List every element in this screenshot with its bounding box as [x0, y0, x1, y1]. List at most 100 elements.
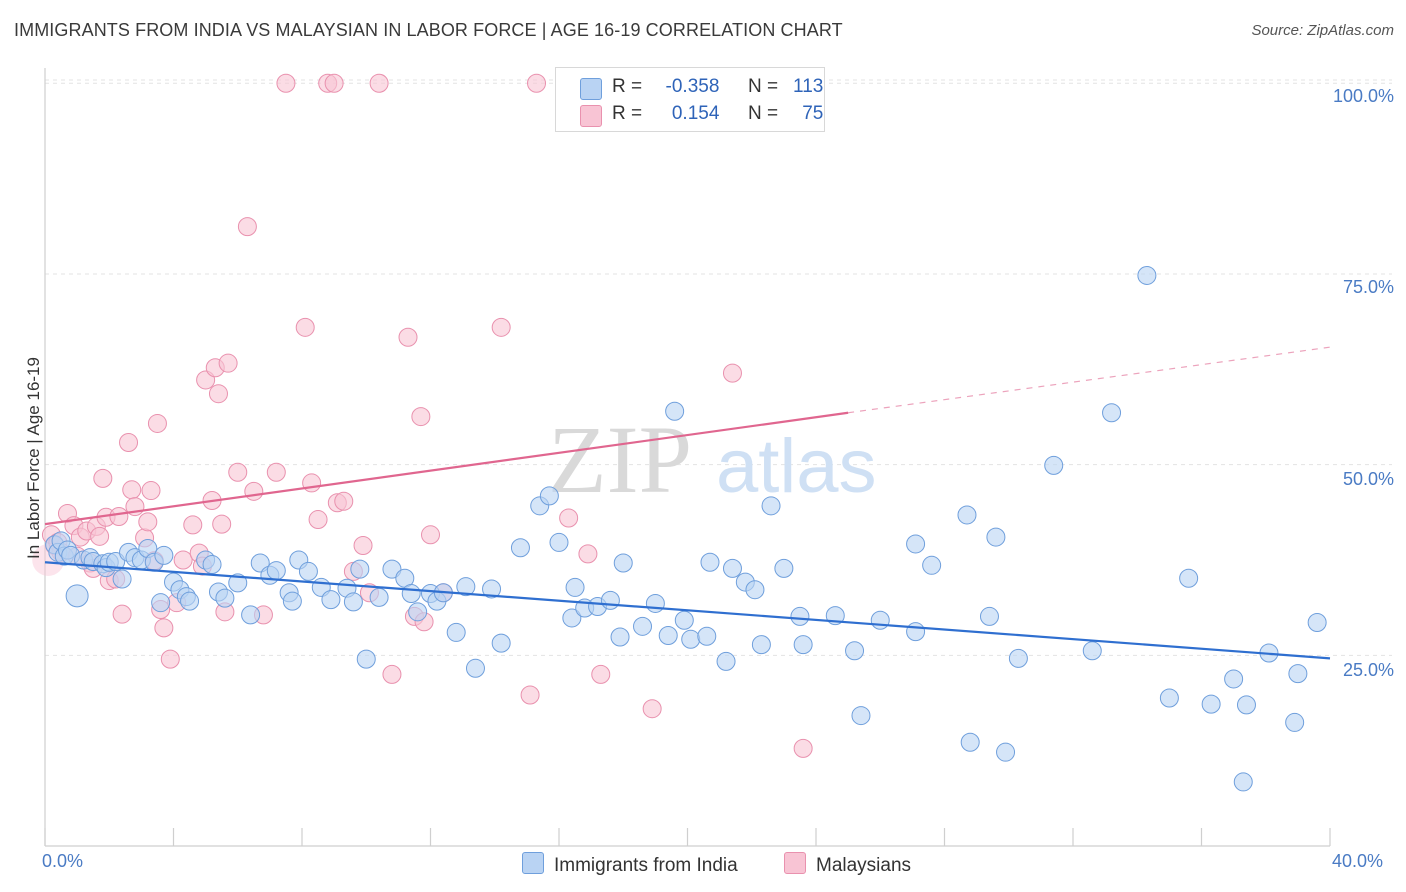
india-point	[761, 496, 781, 516]
malaysians-point	[382, 664, 402, 684]
india-point	[356, 649, 376, 669]
india-point	[282, 591, 302, 611]
india-point	[1044, 455, 1064, 475]
watermark-atlas: atlas	[716, 424, 877, 509]
india-point	[774, 558, 794, 578]
india-point	[922, 555, 942, 575]
malaysians-point	[491, 317, 511, 337]
malaysians-point	[218, 353, 238, 373]
y-tick-100: 100.0%	[1332, 86, 1394, 106]
india-point	[562, 608, 582, 628]
n-label: N =	[747, 103, 779, 124]
india-point	[539, 486, 559, 506]
india-point	[1179, 568, 1199, 588]
watermark: ZIP atlas	[548, 406, 877, 513]
malaysians-point	[308, 510, 328, 530]
malaysians-trend-extension	[848, 346, 1331, 414]
legend-item-india[interactable]: Immigrants from India	[522, 852, 738, 877]
india-point	[1159, 688, 1179, 708]
malaysians-point	[421, 525, 440, 545]
malaysians-point	[559, 508, 579, 528]
malaysians-point	[266, 462, 286, 482]
india-point	[600, 590, 620, 610]
malaysians-point	[578, 544, 598, 564]
india-point	[228, 573, 248, 593]
india-point	[491, 633, 511, 653]
y-axis-label: In Labor Force | Age 16-19	[24, 357, 43, 559]
india-point	[996, 742, 1016, 762]
malaysians-point	[119, 433, 139, 453]
malaysians-point	[147, 413, 167, 433]
india-point	[1236, 695, 1256, 715]
malaysians-point	[138, 512, 158, 532]
malaysian-n-value: 75	[802, 103, 824, 124]
india-points	[45, 265, 1327, 792]
malaysians-point	[183, 515, 203, 535]
india-point	[65, 584, 89, 608]
india-point	[465, 658, 485, 678]
watermark-zip: ZIP	[548, 406, 692, 513]
india-point	[456, 577, 476, 597]
india-point	[180, 591, 200, 611]
stats-legend: R = -0.358 N = 113 R = 0.154 N = 75	[555, 67, 825, 132]
india-point	[793, 635, 813, 655]
india-point	[1137, 265, 1157, 285]
india-point	[154, 545, 174, 565]
malaysians-point	[353, 535, 373, 555]
malaysians-point	[109, 506, 129, 526]
india-point	[633, 616, 653, 636]
india-point	[957, 505, 977, 525]
malaysians-point	[302, 473, 322, 493]
india-point	[241, 605, 261, 625]
india-point	[658, 625, 678, 645]
malaysians-point	[295, 317, 315, 337]
malaysians-legend-label: Malaysians	[816, 855, 912, 876]
india-point	[565, 577, 585, 597]
malaysians-point	[244, 481, 264, 501]
malaysians-point	[591, 664, 611, 684]
india-point	[745, 580, 765, 600]
india-point	[382, 559, 402, 579]
india-point	[1201, 694, 1221, 714]
india-point	[112, 569, 132, 589]
malaysians-point	[160, 649, 180, 669]
x-tick-max: 40.0%	[1332, 851, 1384, 871]
malaysians-point	[208, 384, 228, 404]
malaysians-point	[93, 468, 113, 488]
india-point	[1082, 641, 1102, 661]
malaysians-point	[324, 73, 344, 93]
india-point	[321, 590, 341, 610]
r-label: R =	[612, 76, 643, 97]
malaysians-point	[793, 738, 813, 758]
malaysians-point	[228, 462, 248, 482]
series-legend: Immigrants from India Malaysians	[0, 852, 1406, 878]
y-tick-25: 25.0%	[1342, 660, 1394, 680]
india-point	[202, 555, 222, 575]
malaysians-point	[154, 618, 174, 638]
india-point	[986, 527, 1006, 547]
india-point	[960, 732, 980, 752]
india-point	[906, 622, 926, 642]
india-point	[1288, 664, 1308, 684]
malaysians-point	[722, 363, 742, 383]
india-legend-label: Immigrants from India	[554, 855, 738, 876]
legend-item-malaysians[interactable]: Malaysians	[784, 852, 911, 877]
india-point	[1233, 772, 1253, 792]
malaysians-point	[90, 526, 110, 546]
malaysians-legend-swatch	[784, 852, 806, 874]
india-point	[790, 606, 810, 626]
malaysians-point	[642, 699, 662, 719]
india-point	[369, 587, 389, 607]
malaysians-point	[411, 407, 431, 427]
india-point	[482, 579, 502, 599]
india-point	[751, 635, 771, 655]
malaysians-trend-line	[44, 411, 849, 526]
malaysians-point	[398, 327, 418, 347]
india-point	[681, 629, 701, 649]
india-point	[906, 534, 926, 554]
india-point	[151, 593, 171, 613]
malaysians-point	[334, 491, 354, 511]
india-point	[350, 559, 370, 579]
india-point	[408, 602, 428, 622]
india-point	[1224, 669, 1244, 689]
